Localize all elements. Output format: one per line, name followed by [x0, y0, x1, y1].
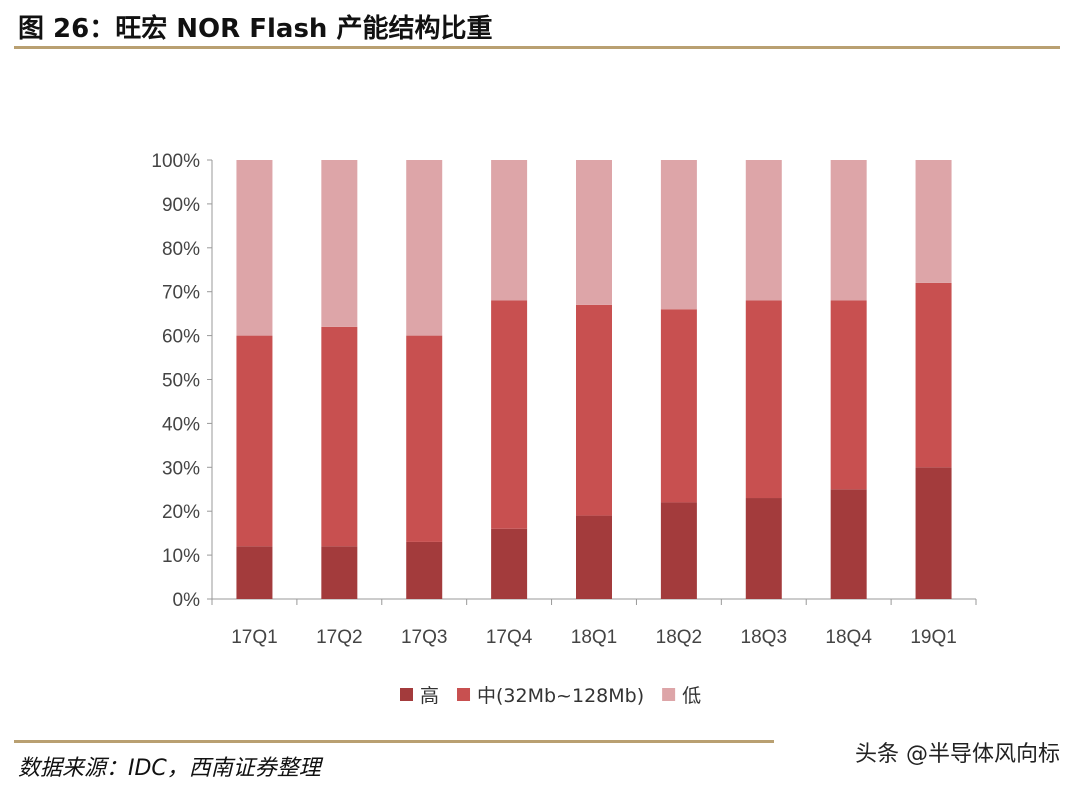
- x-tick-label: 17Q2: [316, 627, 362, 648]
- legend-label: 中(32Mb~128Mb): [477, 685, 644, 707]
- y-tick-label: 70%: [162, 283, 200, 304]
- y-tick-label: 20%: [162, 502, 200, 523]
- legend-swatch: [662, 688, 676, 701]
- x-tick-label: 18Q2: [656, 627, 702, 648]
- y-tick-label: 50%: [162, 371, 200, 392]
- y-tick-label: 80%: [162, 239, 200, 260]
- bar-segment-18Q4-2: [830, 160, 867, 301]
- bar-segment-19Q1-2: [915, 160, 952, 283]
- legend-swatch: [400, 688, 413, 701]
- bar-segment-18Q3-0: [745, 498, 782, 599]
- bar-segment-18Q4-0: [830, 489, 867, 599]
- bar-segment-17Q3-0: [406, 541, 443, 599]
- x-tick-label: 18Q3: [741, 627, 787, 648]
- x-tick-label: 17Q4: [486, 627, 533, 648]
- bar-segment-19Q1-0: [915, 467, 952, 599]
- x-tick-label: 17Q1: [231, 627, 277, 648]
- bar-segment-18Q1-1: [576, 304, 612, 516]
- y-tick-label: 0%: [173, 590, 201, 611]
- bar-segment-17Q1-2: [236, 160, 273, 336]
- bar-segment-18Q1-2: [576, 160, 612, 305]
- bar-segment-17Q4-1: [491, 300, 528, 529]
- legend-label: 低: [682, 685, 701, 707]
- bar-segment-18Q3-1: [745, 300, 782, 499]
- bar-segment-17Q1-0: [236, 546, 273, 599]
- bar-segment-18Q4-1: [830, 300, 867, 490]
- bar-segment-17Q3-2: [406, 160, 443, 336]
- y-tick-label: 100%: [151, 151, 200, 172]
- footer-divider: [14, 740, 774, 743]
- y-tick-label: 90%: [162, 195, 200, 216]
- bar-segment-17Q2-2: [321, 160, 358, 327]
- credit-watermark: 头条 @半导体风向标: [855, 742, 1060, 767]
- y-tick-label: 10%: [162, 546, 200, 567]
- bar-segment-18Q2-1: [660, 309, 697, 503]
- y-tick-label: 30%: [162, 458, 200, 479]
- bar-segment-17Q3-1: [406, 335, 443, 542]
- x-tick-label: 18Q4: [825, 627, 872, 648]
- legend-swatch: [457, 688, 471, 701]
- bar-segment-18Q3-2: [745, 160, 782, 301]
- figure-title: 图 26：旺宏 NOR Flash 产能结构比重: [18, 14, 493, 44]
- bar-segment-17Q4-0: [491, 528, 528, 599]
- bar-segment-18Q1-0: [576, 515, 612, 599]
- x-tick-label: 18Q1: [571, 627, 617, 648]
- bar-segment-18Q2-2: [660, 160, 697, 310]
- x-tick-label: 17Q3: [401, 627, 447, 648]
- title-divider: [14, 46, 1060, 49]
- bar-segment-19Q1-1: [915, 282, 952, 468]
- bar-segment-17Q4-2: [491, 160, 528, 301]
- y-tick-label: 60%: [162, 327, 200, 348]
- bar-segment-17Q2-0: [321, 546, 358, 599]
- y-tick-label: 40%: [162, 414, 200, 435]
- source-note: 数据来源：IDC，西南证券整理: [18, 756, 321, 781]
- x-tick-label: 19Q1: [910, 627, 956, 648]
- bar-segment-18Q2-0: [660, 502, 697, 599]
- bar-segment-17Q1-1: [236, 335, 273, 547]
- legend-label: 高: [420, 685, 439, 707]
- bar-segment-17Q2-1: [321, 326, 358, 547]
